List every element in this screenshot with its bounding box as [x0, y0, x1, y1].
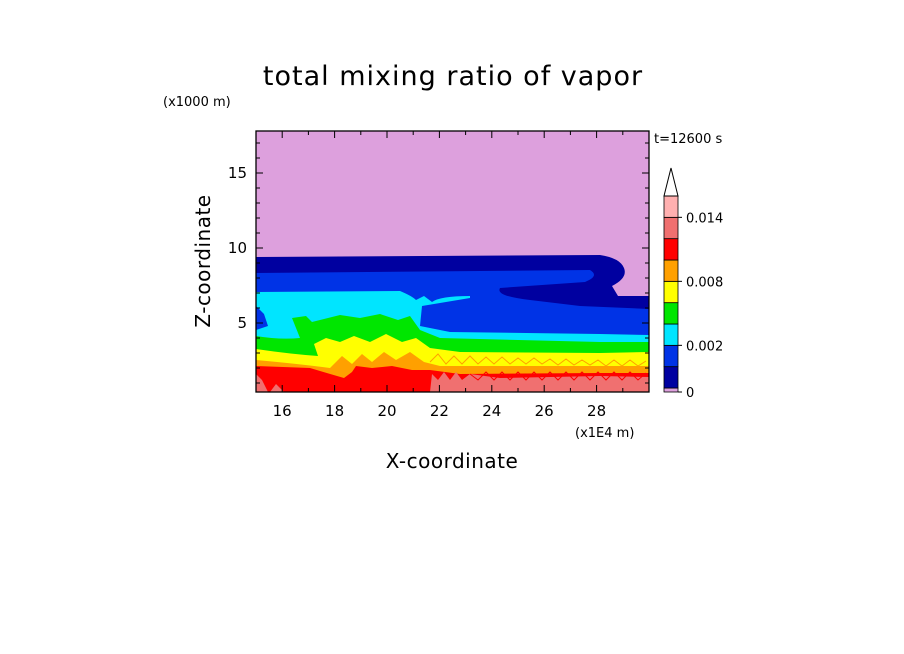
- x-tick-label: 16: [273, 402, 292, 420]
- y-axis-label: Z-coordinate: [191, 194, 215, 327]
- colorbar-swatch: [663, 238, 679, 261]
- x-tick-label: 22: [430, 402, 449, 420]
- colorbar-swatch: [663, 344, 679, 368]
- time-label: t=12600 s: [654, 132, 722, 147]
- contour-ripples: [469, 371, 647, 381]
- chart-title: total mixing ratio of vapor: [263, 61, 643, 92]
- colorbar-swatch: [663, 387, 679, 393]
- contour-region-level-8: [430, 372, 649, 392]
- x-tick-label: 20: [377, 402, 396, 420]
- colorbar-swatch: [663, 259, 679, 282]
- contour-notch-left: [256, 306, 268, 330]
- y-tick-label: 15: [228, 164, 247, 182]
- colorbar-swatch: [663, 216, 679, 240]
- x-axis-label: X-coordinate: [386, 449, 519, 473]
- x-axis: 16 18 20 22 24 26 28: [255, 131, 650, 420]
- x-tick-label: 24: [482, 402, 501, 420]
- contour-ripples-upper: [429, 353, 647, 367]
- colorbar-swatch: [663, 280, 679, 304]
- colorbar-tick-label: 0.014: [686, 211, 723, 226]
- colorbar-swatch: [663, 366, 679, 389]
- y-unit-label: (x1000 m): [163, 95, 231, 110]
- colorbar-extend-arrow: [663, 167, 679, 197]
- x-tick-label: 26: [535, 402, 554, 420]
- colorbar-tick-label: 0.008: [686, 275, 723, 290]
- colorbar-tick-label: 0: [686, 386, 694, 401]
- contour-region-level-8-left: [256, 374, 284, 392]
- colorbar: 0 0.002 0.008 0.014: [663, 167, 723, 401]
- y-axis: 5 10 15: [228, 142, 649, 384]
- colorbar-tick-label: 0.002: [686, 339, 723, 354]
- colorbar-swatch: [663, 195, 679, 218]
- y-tick-label: 10: [228, 239, 247, 257]
- colorbar-swatch: [663, 323, 679, 346]
- plot-frame: [255, 130, 650, 393]
- colorbar-swatch: [663, 302, 679, 325]
- x-tick-label: 18: [325, 402, 344, 420]
- y-tick-label: 5: [237, 314, 247, 332]
- x-tick-label: 28: [587, 402, 606, 420]
- x-unit-label: (x1E4 m): [575, 426, 634, 441]
- contour-fills: [256, 131, 649, 392]
